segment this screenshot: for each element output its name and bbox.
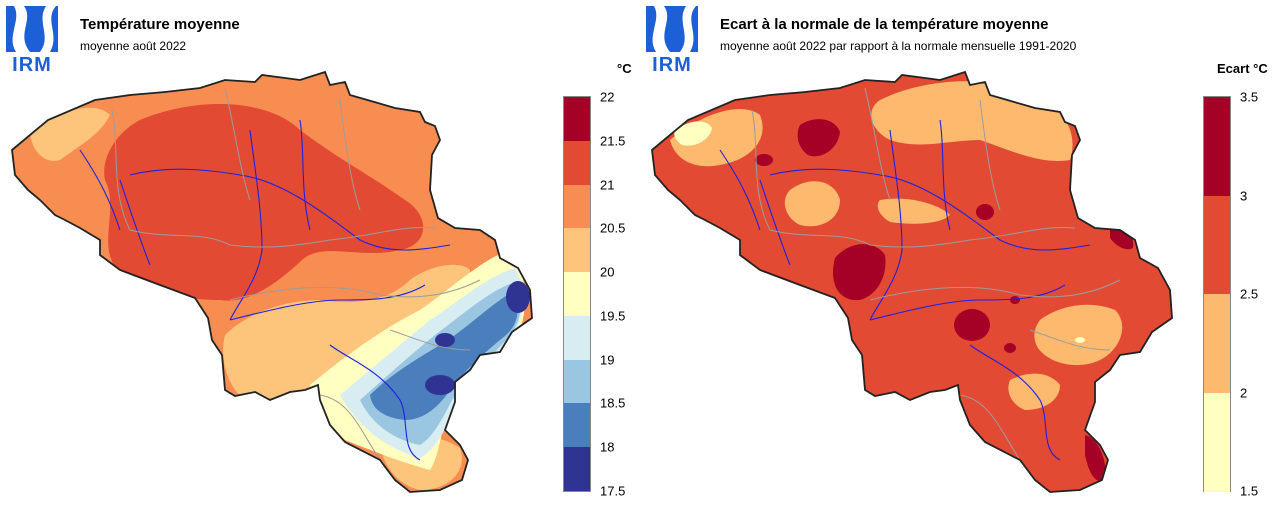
legend-swatch [564,359,590,404]
legend-swatch [564,97,590,142]
legend-tick-label: 21.5 [600,133,626,149]
zone-mild-west [30,107,110,161]
zone-hot-west-center [832,244,886,301]
zone-mild-center [223,264,470,401]
legend-tick-label: 20.5 [600,220,626,236]
zone-cool-center [1075,337,1085,343]
map-title: Température moyenne [80,16,240,33]
zone-hot-4 [1010,296,1020,304]
zone-hot-3 [954,309,990,341]
belgium-anomaly-map [651,71,1173,493]
zone-mild-west [670,109,763,167]
legend-unit: °C [617,61,632,76]
legend-tick-label: 3.5 [1240,89,1259,105]
zone-warm [104,103,424,301]
legend-swatch [564,403,590,448]
anomaly-map-panel: IRM Ecart à la normale de la température… [640,0,1280,507]
legend-swatch [1204,294,1230,393]
legend-tick-label: 19 [600,352,615,368]
legend-swatch [564,272,590,317]
legend-tick-label: 19.5 [600,308,626,324]
legend-swatch [1204,392,1230,492]
legend-tick-label: 20 [600,264,615,280]
legend-tick-label: 21 [600,177,615,193]
zone-cold-3 [370,292,518,420]
temperature-map-panel: IRM Température moyenne moyenne août 202… [6,6,632,499]
zone-cold-4a [506,281,530,313]
legend-swatch [1204,97,1230,196]
legend-swatch [564,228,590,273]
anomaly-legend [1203,96,1231,492]
legend-tick-label: 2 [1240,385,1248,400]
map-subtitle: moyenne août 2022 par rapport à la norma… [720,39,1077,53]
zone-hot-2 [976,204,994,220]
legend-swatch [564,447,590,492]
irm-logo: IRM [6,6,58,76]
legend-tick-label: 2.5 [1240,286,1259,302]
map-title: Ecart à la normale de la température moy… [720,16,1049,33]
legend-swatch [564,315,590,361]
zone-hot-northwest [797,119,840,157]
legend-tick-label: 17.5 [600,483,626,499]
zone-cold-4c [435,333,455,347]
irm-logo: IRM [646,6,698,76]
belgium-temperature-map [11,71,533,493]
legend-tick-label: 3 [1240,188,1248,203]
zone-hot-5 [1004,343,1016,353]
legend-swatch [564,184,590,229]
zone-hot-1 [755,154,773,166]
legend-tick-label: 18.5 [600,395,626,411]
legend-swatch [564,140,590,186]
zone-mild-center2 [877,198,950,224]
zone-cool-west [674,121,712,146]
zone-cold-4b [425,375,455,395]
map-subtitle: moyenne août 2022 [80,39,187,53]
logo-text: IRM [12,54,52,76]
legend-swatch [1204,195,1230,295]
legend-unit: Ecart °C [1217,61,1268,76]
legend-tick-label: 1.5 [1240,483,1259,499]
legend-tick-label: 18 [600,439,615,455]
zone-hot-south [1085,435,1106,482]
temperature-legend [563,96,591,492]
logo-text: IRM [652,54,692,76]
legend-tick-label: 22 [600,89,615,105]
zone-mild-center [784,181,840,227]
